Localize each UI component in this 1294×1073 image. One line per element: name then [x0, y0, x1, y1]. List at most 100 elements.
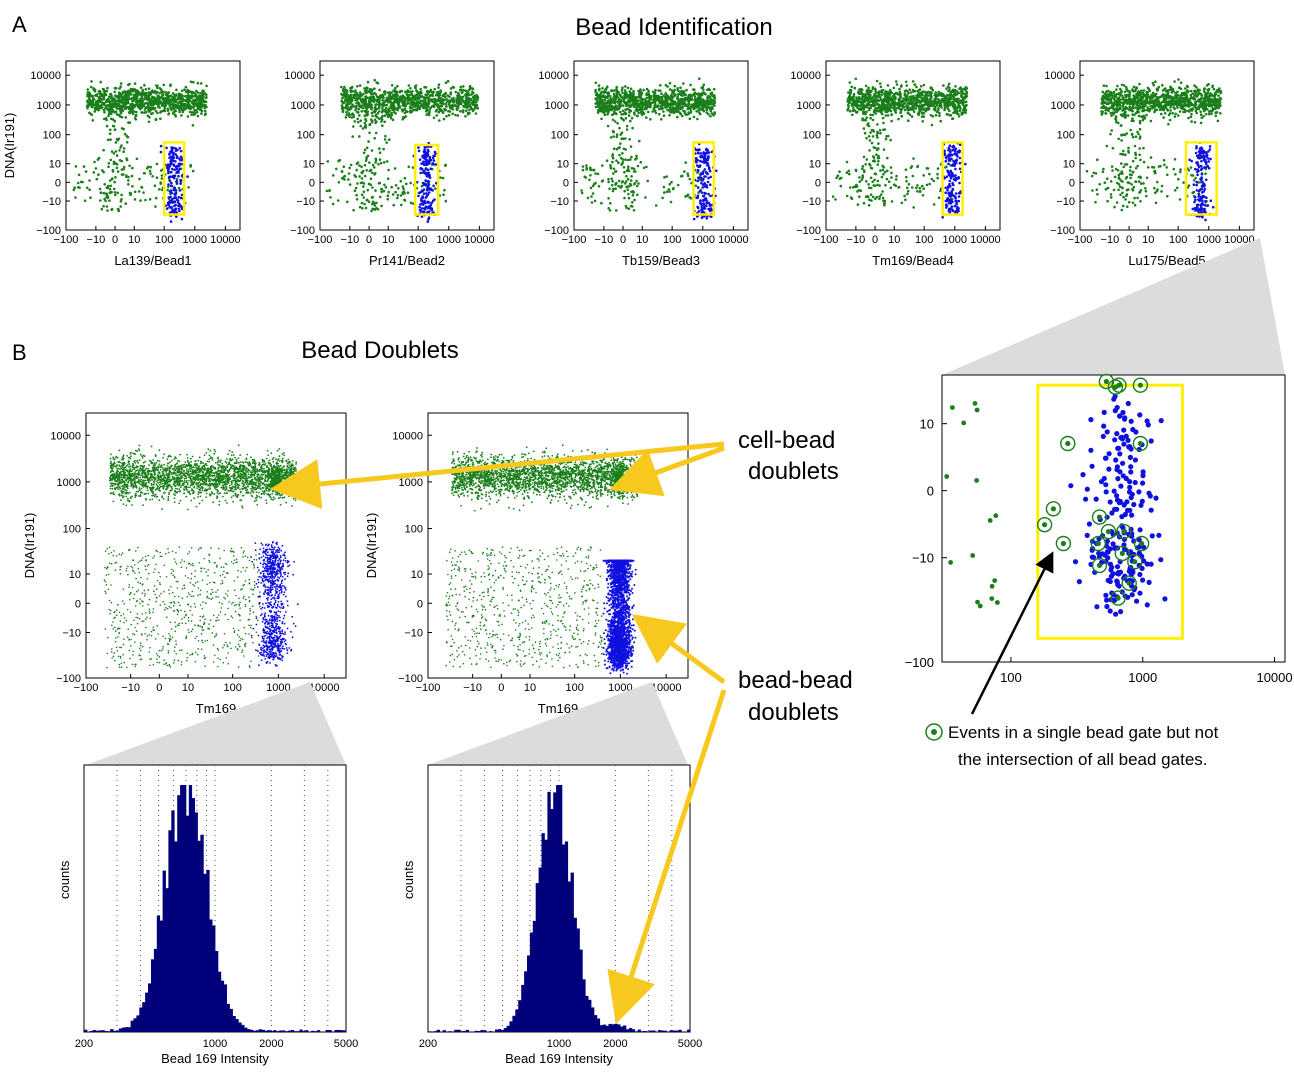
cell-event: [396, 108, 400, 112]
cell-event: [410, 106, 414, 109]
cell-event: [193, 92, 196, 95]
cell-event: [349, 86, 352, 90]
cell-event: [629, 179, 633, 182]
cell-event: [455, 108, 459, 112]
cell-event: [638, 108, 641, 112]
cell-event: [943, 100, 947, 103]
bead-event: [707, 192, 710, 196]
cell-event: [74, 165, 78, 168]
cell-event: [424, 86, 428, 89]
cell-event: [380, 116, 383, 119]
bead-event: [421, 154, 424, 158]
cell-event: [136, 92, 139, 96]
cell-event: [609, 202, 612, 205]
cell-event: [110, 98, 114, 101]
cell-event: [916, 89, 919, 93]
cell-event: [343, 178, 346, 181]
cell-event: [164, 91, 168, 94]
y-tick-label: 0: [55, 177, 61, 189]
cell-event: [409, 181, 413, 185]
cell-event: [666, 85, 669, 88]
x-tick-label: 10000: [970, 234, 1001, 246]
cell-event: [385, 141, 389, 144]
bead-event: [420, 199, 424, 203]
cell-event: [394, 190, 397, 194]
cell-event: [935, 104, 939, 107]
cell-event: [451, 108, 455, 111]
cell-event: [947, 89, 950, 93]
cell-event: [676, 95, 679, 98]
cell-event: [142, 191, 145, 194]
cell-event: [410, 93, 414, 96]
cell-event: [409, 87, 412, 90]
cell-event: [944, 104, 947, 108]
x-tick-label: −10: [847, 234, 866, 246]
cell-event: [86, 99, 89, 102]
cell-event: [918, 109, 922, 113]
cell-event: [336, 199, 340, 202]
cell-event: [586, 196, 590, 200]
cell-event: [120, 198, 123, 201]
cell-event: [91, 95, 94, 99]
cell-event: [614, 209, 618, 212]
cell-event: [129, 103, 133, 107]
cell-event: [340, 170, 344, 173]
cell-event: [868, 149, 871, 152]
cell-event: [595, 93, 598, 96]
cell-event: [853, 86, 857, 90]
cell-event: [603, 113, 607, 117]
cell-event: [954, 85, 957, 88]
cell-event: [354, 186, 358, 190]
bead-event: [699, 202, 702, 205]
cell-event: [112, 162, 116, 166]
cell-event: [102, 108, 106, 112]
cell-event: [668, 114, 671, 117]
bead-event: [427, 191, 431, 194]
cell-event: [183, 104, 187, 107]
cell-event: [140, 101, 143, 105]
cell-event: [363, 202, 366, 206]
cell-event: [460, 98, 463, 102]
cell-event: [644, 196, 647, 199]
cell-event: [847, 91, 850, 94]
cell-event: [154, 196, 158, 200]
cell-event: [670, 180, 673, 184]
cell-event: [354, 108, 357, 112]
bead-event: [702, 202, 706, 206]
cell-event: [620, 113, 623, 116]
cell-event: [444, 102, 448, 105]
bead-event: [165, 146, 168, 150]
bead-event: [177, 196, 181, 199]
cell-event: [857, 188, 861, 192]
bead-event: [702, 194, 705, 198]
cell-event: [475, 94, 479, 98]
cell-event: [361, 171, 364, 175]
bead-event: [703, 197, 707, 200]
cell-event: [884, 184, 887, 187]
bead-event: [174, 147, 178, 150]
cell-event: [943, 108, 946, 112]
cell-event: [122, 104, 125, 108]
y-tick-label: 10: [303, 159, 315, 171]
bead-event: [694, 156, 698, 160]
cell-event: [405, 96, 409, 100]
cell-event: [134, 114, 138, 117]
cell-event: [419, 101, 422, 105]
cell-event: [127, 121, 130, 124]
cell-event: [965, 87, 969, 90]
cell-event: [635, 103, 639, 107]
cell-event: [688, 177, 692, 181]
bead-event: [169, 220, 173, 223]
cell-event: [124, 97, 128, 101]
cell-event: [103, 183, 106, 186]
cell-event: [957, 115, 961, 118]
cell-event: [161, 93, 165, 97]
cell-event: [143, 108, 147, 111]
bead-event: [427, 183, 431, 186]
cell-event: [864, 84, 868, 88]
cell-event: [867, 86, 870, 90]
x-tick-label: −10: [341, 234, 360, 246]
cell-event: [421, 103, 425, 107]
cell-event: [98, 100, 101, 103]
cell-event: [156, 111, 159, 115]
